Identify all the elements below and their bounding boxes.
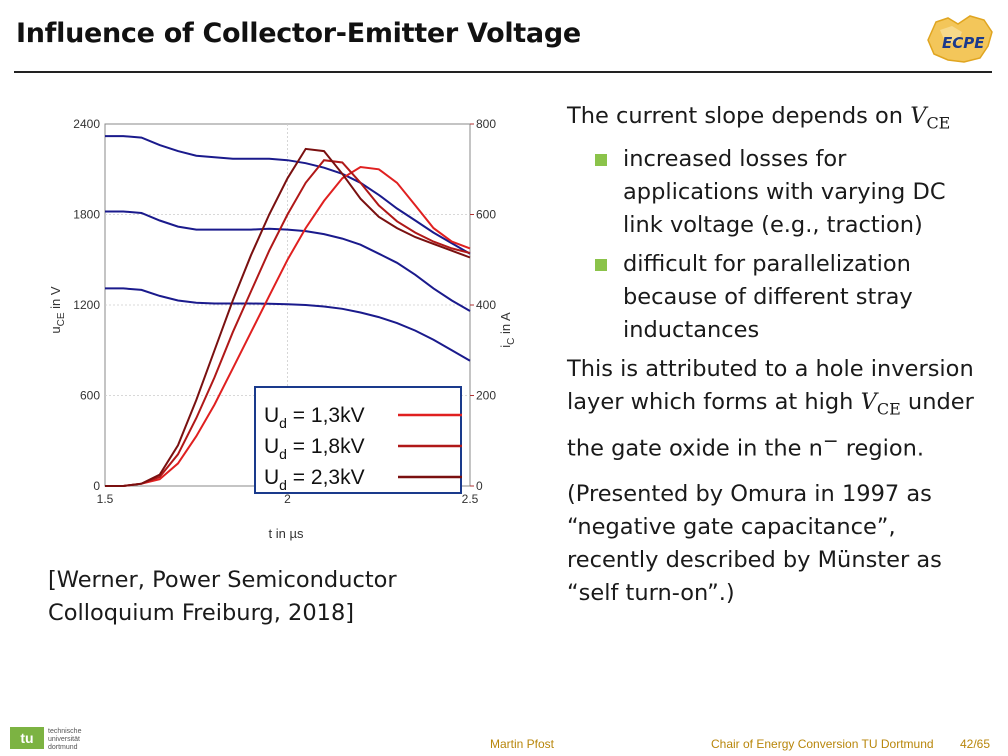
title-divider xyxy=(14,71,992,73)
x-axis-title: t in µs xyxy=(269,526,304,541)
bullet-list: increased losses for applications with v… xyxy=(567,143,987,347)
current-series-line xyxy=(105,147,471,487)
citation: [Werner, Power Semiconductor Colloquium … xyxy=(48,564,397,630)
y-tick-label-left: 600 xyxy=(80,389,100,403)
y-tick-label-left: 1800 xyxy=(73,208,100,222)
x-tick-label: 1.5 xyxy=(97,492,114,506)
y-tick-label-left: 1200 xyxy=(73,298,100,312)
current-series-line xyxy=(105,165,471,487)
footer-author: Martin Pfost xyxy=(490,737,555,751)
y-axis-title-right: iC in A xyxy=(498,312,517,348)
omura-paragraph: (Presented by Omura in 1997 as “negative… xyxy=(567,480,942,606)
bullet-item: difficult for parallelization because of… xyxy=(595,248,987,347)
y-tick-label-right: 400 xyxy=(476,298,496,312)
y-tick-label-right: 800 xyxy=(476,117,496,131)
citation-line: Colloquium Freiburg, 2018] xyxy=(48,600,355,626)
legend-label: Ud = 2,3kV xyxy=(264,466,365,493)
page-title: Influence of Collector-Emitter Voltage xyxy=(16,18,581,49)
explanation-text: The current slope depends on VCE increas… xyxy=(567,100,987,610)
y-tick-label-left: 2400 xyxy=(73,117,100,131)
voltage-series-line xyxy=(105,135,471,255)
bullet-square-icon xyxy=(595,258,607,271)
y-axis-title-left: uCE in V xyxy=(48,286,67,333)
citation-line: [Werner, Power Semiconductor xyxy=(48,567,397,593)
y-tick-label-right: 200 xyxy=(476,389,496,403)
legend-label: Ud = 1,3kV xyxy=(264,404,365,431)
attribution-paragraph: This is attributed to a hole inversion l… xyxy=(567,355,974,462)
ecpe-logo: ECPE xyxy=(927,15,993,63)
svg-text:ECPE: ECPE xyxy=(942,34,985,52)
legend-box xyxy=(254,386,462,494)
bullet-square-icon xyxy=(595,153,607,166)
legend-label: Ud = 1,8kV xyxy=(264,435,365,462)
voltage-series-line xyxy=(105,287,471,362)
current-series-line xyxy=(105,159,471,487)
y-tick-label-right: 0 xyxy=(476,479,483,493)
voltage-series-line xyxy=(105,210,471,312)
footer-institution: Chair of Energy Conversion TU Dortmund xyxy=(711,737,934,751)
y-tick-label-left: 0 xyxy=(93,479,100,493)
university-name: technische universität dortmund xyxy=(48,728,82,751)
intro-line: The current slope depends on VCE xyxy=(567,103,951,133)
tu-logo: tu xyxy=(10,727,44,749)
bullet-item: increased losses for applications with v… xyxy=(595,143,987,242)
x-tick-label: 2 xyxy=(284,492,291,506)
y-tick-label-right: 600 xyxy=(476,208,496,222)
footer-page-number: 42/65 xyxy=(960,737,991,751)
x-tick-label: 2.5 xyxy=(462,492,479,506)
